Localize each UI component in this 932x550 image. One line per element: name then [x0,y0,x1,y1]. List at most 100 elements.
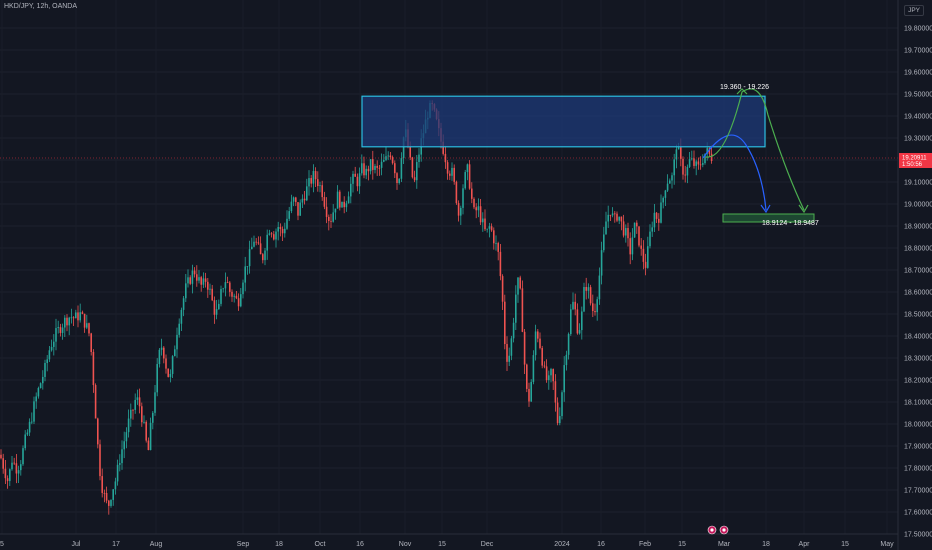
candle-body [453,167,455,182]
time-tick-label: May [880,541,894,548]
currency-button[interactable]: JPY [904,5,924,16]
candle-body [581,311,583,331]
time-tick-label: 16 [597,541,605,548]
candle-body [490,226,493,231]
candle-body [83,313,86,328]
candle-body [37,388,40,397]
candle-body [145,421,147,441]
candle-body [268,233,271,235]
price-tag-value: 19.20911 [902,155,927,161]
candle-body [138,397,141,407]
candle-body [222,288,224,290]
candle-body [354,173,356,177]
candle-body [497,243,499,252]
time-tick-label: Mar [718,541,731,548]
candle-body [669,180,671,184]
candle-body [70,317,73,319]
green-projection-path [705,88,805,211]
candle-body [224,282,227,289]
candle-body [706,148,708,154]
candlestick-series[interactable] [0,100,713,515]
price-tick-label: 19.80000 [904,26,932,33]
candle-body [152,412,154,423]
candle-body [149,422,152,451]
candle-body [343,201,345,208]
green-arrowhead-icon [798,204,809,214]
candle-body [389,155,392,158]
candle-body [6,478,9,482]
price-tick-label: 17.50000 [904,532,932,539]
candle-body [266,234,268,251]
candle-body [182,298,185,310]
candle-body [629,238,631,255]
candle-body [704,153,706,164]
candle-body [325,206,328,217]
drawing-layer[interactable]: 19.360 - 19.226 18.9124 - 18.9487 [0,84,898,227]
candle-body [620,216,623,222]
candle-body [675,149,678,160]
candle-body [565,354,568,366]
candle-body [204,278,207,282]
candle-body [666,183,669,191]
candle-body [594,311,596,313]
price-tick-label: 18.40000 [904,334,932,341]
candle-body [695,161,697,166]
candle-body [376,165,378,168]
candle-body [185,283,187,299]
candle-body [114,481,117,490]
candle-body [385,156,387,160]
candle-body [28,421,31,433]
candle-body [169,373,172,377]
candle-body [367,168,370,172]
candle-body [108,500,110,506]
candle-body [541,348,543,366]
candle-body [297,202,299,216]
candle-body [163,347,165,359]
candle-body [275,231,277,240]
candle-body [301,198,304,203]
price-axis[interactable]: 19.80000 19.70000 19.60000 19.50000 19.40000… [897,0,932,550]
candle-body [644,261,647,268]
symbol-info[interactable]: HKD/JPY, 12h, OANDA [4,3,78,10]
candle-body [255,241,257,243]
price-tick-label: 18.70000 [904,268,932,275]
price-tick-label: 18.20000 [904,378,932,385]
candle-body [515,294,517,323]
candle-body [127,418,130,433]
candle-body [90,333,92,352]
candle-body [677,147,680,150]
time-tick-label: 18 [275,541,283,548]
price-tick-label: 17.60000 [904,510,932,517]
candle-body [682,158,684,175]
price-tick-label: 19.50000 [904,92,932,99]
candle-body [473,198,475,208]
candle-body [633,222,636,238]
time-tick-label: Nov [399,541,412,548]
candle-body [48,350,51,360]
price-tick-label: 19.00000 [904,202,932,209]
candle-body [176,334,178,350]
candle-body [521,288,524,332]
candle-body [625,228,627,236]
blue-projection-path [702,134,767,211]
candle-body [46,359,48,363]
candle-body [105,493,108,501]
candle-body [147,440,150,451]
candle-body [229,282,231,292]
candle-body [350,183,352,197]
candle-body [702,163,704,165]
candle-body [339,191,341,208]
candle-body [600,250,603,276]
candle-body [72,317,75,319]
time-tick-label: Sep [237,541,250,548]
candle-body [622,221,625,236]
candle-body [526,364,528,389]
time-axis[interactable]: 5 Jul 17 Aug Sep 18 Oct 16 Nov 15 Dec 2024 16 Feb 15 Ma… [0,525,898,548]
candle-body [59,327,62,333]
candle-body [611,213,614,216]
time-tick-label: 5 [0,541,4,548]
candle-body [215,309,218,315]
candle-body [523,331,526,365]
candle-body [662,197,664,203]
